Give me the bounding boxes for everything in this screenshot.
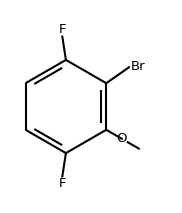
Text: F: F [59,23,66,36]
Text: F: F [59,177,66,190]
Text: O: O [116,132,127,145]
Text: Br: Br [131,60,145,73]
